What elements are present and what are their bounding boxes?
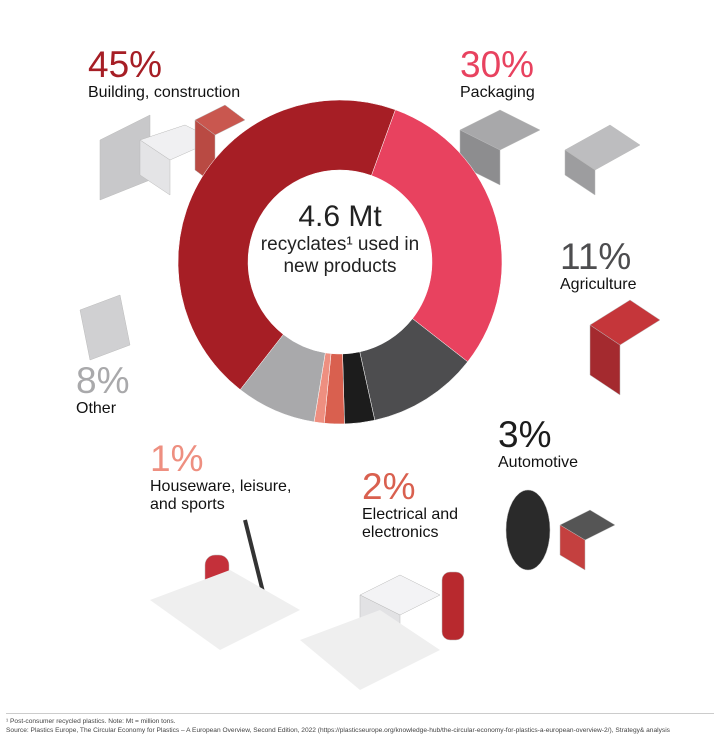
center-label: 4.6 Mt recyclates¹ used in new products <box>255 200 425 278</box>
center-text: recyclates¹ used in new products <box>260 234 420 277</box>
category-label: Electrical and electronics <box>362 506 459 542</box>
category-label: Houseware, leisure, and sports <box>150 478 292 514</box>
chart <box>79 99 661 690</box>
category-label: Agriculture <box>560 276 637 293</box>
donut-segment <box>177 99 396 391</box>
category-label: Automotive <box>498 454 579 471</box>
category-label: Building, construction <box>88 84 241 101</box>
value-label: 2% <box>362 466 416 507</box>
value-label: 1% <box>150 438 204 479</box>
footnote: ¹ Post-consumer recycled plastics. Note:… <box>6 718 176 725</box>
donut-segment <box>239 334 326 423</box>
value-label: 3% <box>498 414 552 455</box>
value-label: 30% <box>460 44 535 85</box>
value-label: 11% <box>560 236 632 277</box>
footnote: Source: Plastics Europe, The Circular Ec… <box>6 726 670 734</box>
value-label: 8% <box>76 360 130 401</box>
decor <box>79 104 661 690</box>
footnotes: ¹ Post-consumer recycled plastics. Note:… <box>6 713 714 735</box>
donut-segment <box>371 109 503 363</box>
category-label: Packaging <box>460 84 535 101</box>
center-title: 4.6 Mt <box>298 200 382 233</box>
value-label: 45% <box>88 44 163 85</box>
category-label: Other <box>76 400 117 417</box>
